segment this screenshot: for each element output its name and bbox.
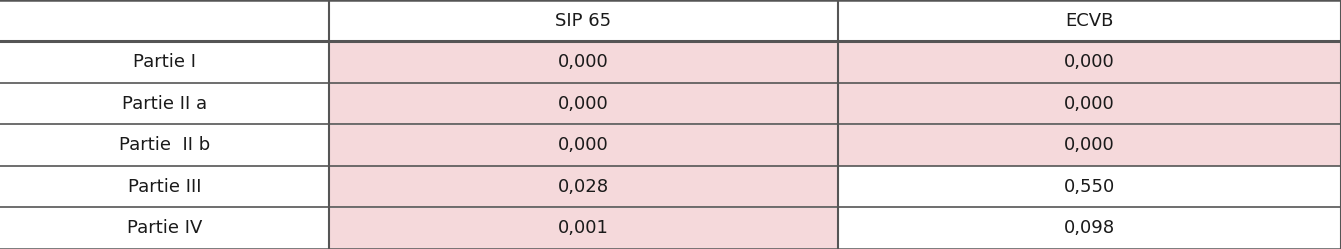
Bar: [329, 124, 838, 166]
Bar: [0, 166, 329, 207]
Text: Partie IV: Partie IV: [126, 219, 202, 237]
Text: 0,000: 0,000: [1065, 95, 1114, 113]
Text: Partie II a: Partie II a: [122, 95, 207, 113]
Bar: [329, 0, 838, 42]
Text: ECVB: ECVB: [1065, 12, 1114, 30]
Text: Partie III: Partie III: [127, 178, 201, 196]
Bar: [329, 207, 838, 249]
Text: SIP 65: SIP 65: [555, 12, 611, 30]
Bar: [838, 42, 1341, 83]
Text: 0,001: 0,001: [558, 219, 609, 237]
Text: Partie  II b: Partie II b: [118, 136, 211, 154]
Bar: [329, 166, 838, 207]
Text: 0,098: 0,098: [1063, 219, 1116, 237]
Text: 0,028: 0,028: [558, 178, 609, 196]
Bar: [838, 207, 1341, 249]
Text: Partie I: Partie I: [133, 53, 196, 71]
Bar: [0, 124, 329, 166]
Text: 0,550: 0,550: [1063, 178, 1116, 196]
Bar: [838, 166, 1341, 207]
Bar: [0, 42, 329, 83]
Text: 0,000: 0,000: [558, 95, 609, 113]
Bar: [0, 83, 329, 124]
Bar: [0, 207, 329, 249]
Text: 0,000: 0,000: [558, 53, 609, 71]
Bar: [329, 42, 838, 83]
Bar: [838, 124, 1341, 166]
Bar: [838, 0, 1341, 42]
Bar: [329, 83, 838, 124]
Text: 0,000: 0,000: [558, 136, 609, 154]
Text: 0,000: 0,000: [1065, 136, 1114, 154]
Bar: [838, 83, 1341, 124]
Text: 0,000: 0,000: [1065, 53, 1114, 71]
Bar: [0, 0, 329, 42]
